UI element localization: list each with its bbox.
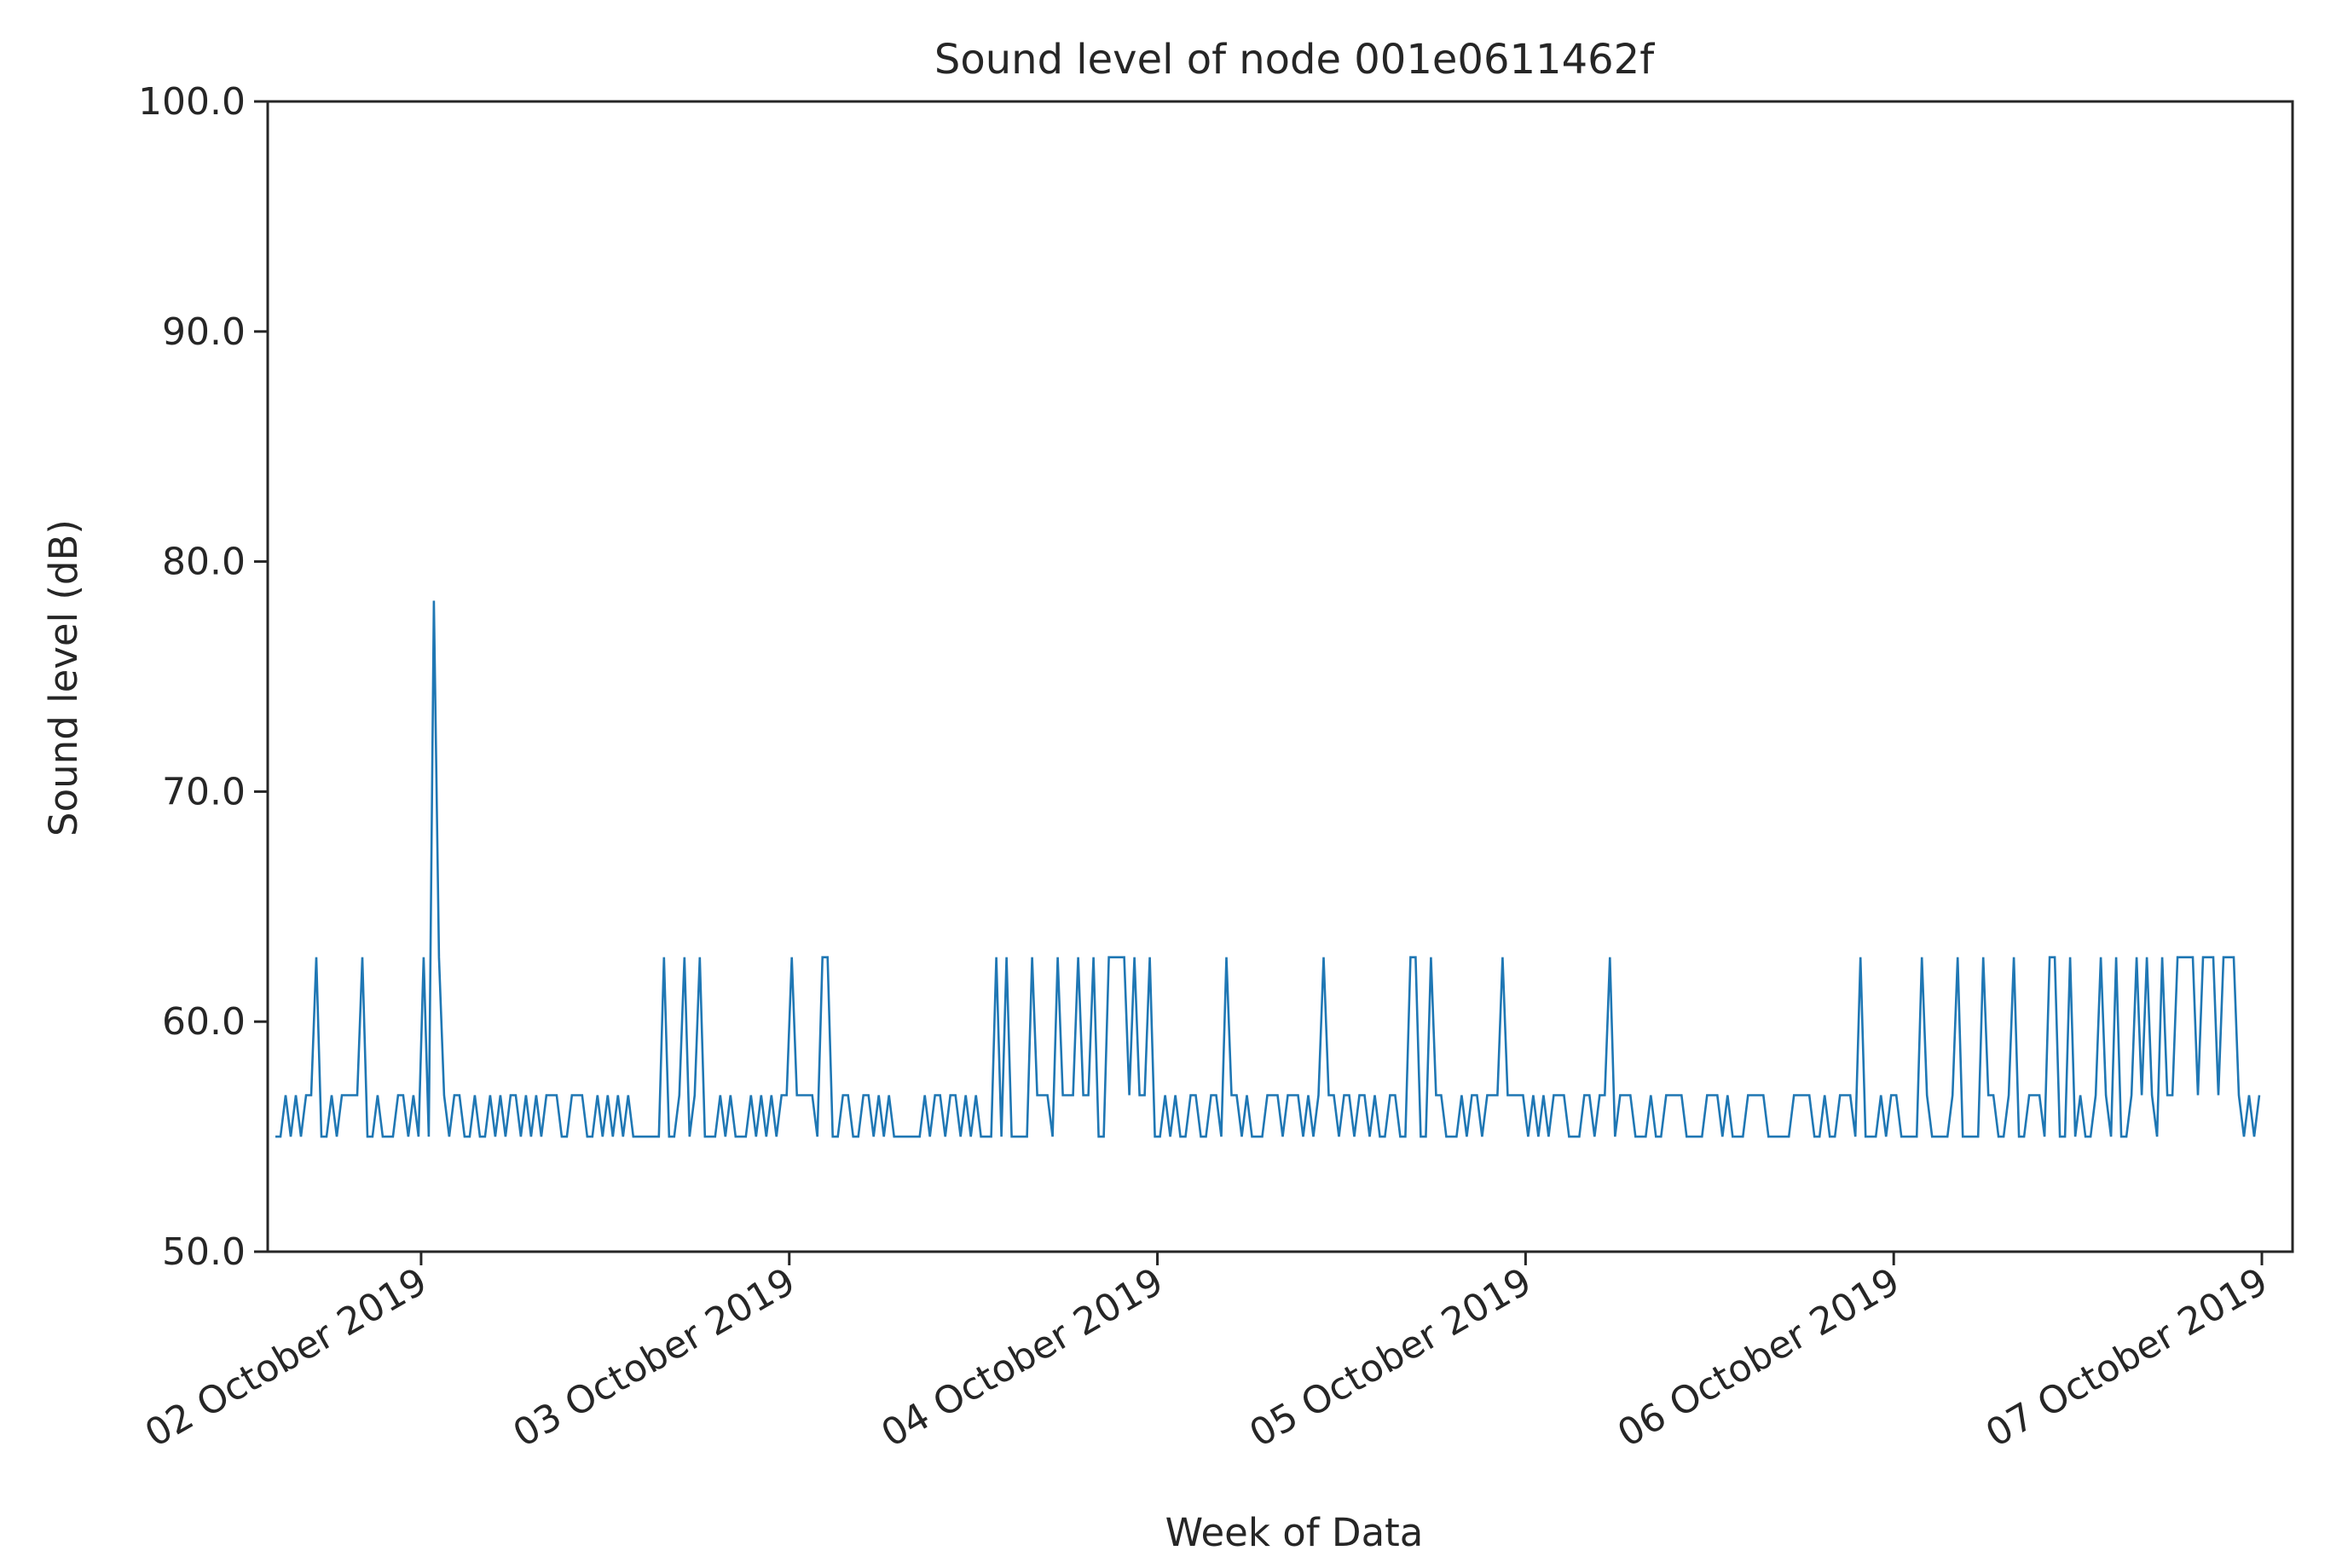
plot-frame bbox=[266, 100, 2294, 1253]
y-axis-label: Sound level (dB) bbox=[41, 519, 86, 836]
plot-area bbox=[266, 100, 2294, 1253]
chart-title: Sound level of node 001e0611462f bbox=[934, 36, 1655, 84]
y-tick-label: 90.0 bbox=[162, 310, 246, 354]
sound-level-series bbox=[275, 600, 2261, 1138]
y-tick-label: 60.0 bbox=[162, 1000, 246, 1044]
sound-level-line bbox=[275, 600, 2261, 1138]
y-tick-label: 100.0 bbox=[138, 80, 246, 124]
y-axis: 50.0 60.0 70.0 80.0 90.0 100.0 bbox=[138, 80, 268, 1274]
y-tick-label: 80.0 bbox=[162, 541, 246, 584]
x-axis-label: Week of Data bbox=[1165, 1510, 1424, 1555]
y-tick-label: 50.0 bbox=[162, 1230, 246, 1274]
y-tick-label: 70.0 bbox=[162, 770, 246, 813]
